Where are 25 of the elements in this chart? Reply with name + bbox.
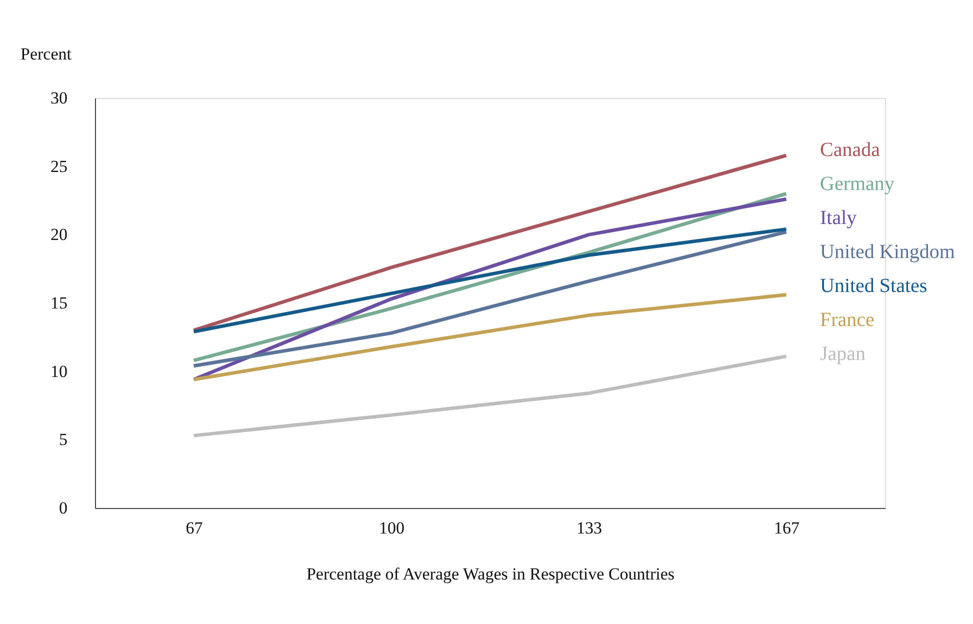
line-series — [192, 354, 788, 438]
x-tick-label: 100 — [379, 518, 404, 538]
y-tick-label: 15 — [50, 294, 68, 312]
series-label: Germany — [820, 173, 894, 195]
y-tick-label: 30 — [50, 88, 68, 108]
y-tick-label: 0 — [59, 498, 68, 518]
y-axis-title: Percent — [20, 44, 72, 64]
series-label: France — [820, 309, 875, 331]
y-tick-label: 5 — [59, 430, 68, 450]
line-series — [192, 154, 788, 332]
series-label: Italy — [820, 207, 857, 229]
series-label: Canada — [820, 139, 880, 161]
x-tick-label: 167 — [774, 518, 800, 538]
y-tick-label: 25 — [50, 156, 68, 176]
y-tick-label: 10 — [50, 362, 68, 381]
x-tick-label: 133 — [576, 518, 602, 538]
y-tick-label: 20 — [50, 225, 68, 244]
line-series — [192, 227, 788, 334]
line-series — [192, 293, 788, 382]
text: United States — [820, 275, 928, 297]
series-label: Japan — [820, 343, 866, 365]
x-axis-title: Percentage of Average Wages in Respective Countries — [306, 564, 675, 584]
x-tick-label: 67 — [186, 518, 204, 538]
line-series — [192, 230, 788, 368]
series-label: United Kingdom — [820, 241, 956, 263]
